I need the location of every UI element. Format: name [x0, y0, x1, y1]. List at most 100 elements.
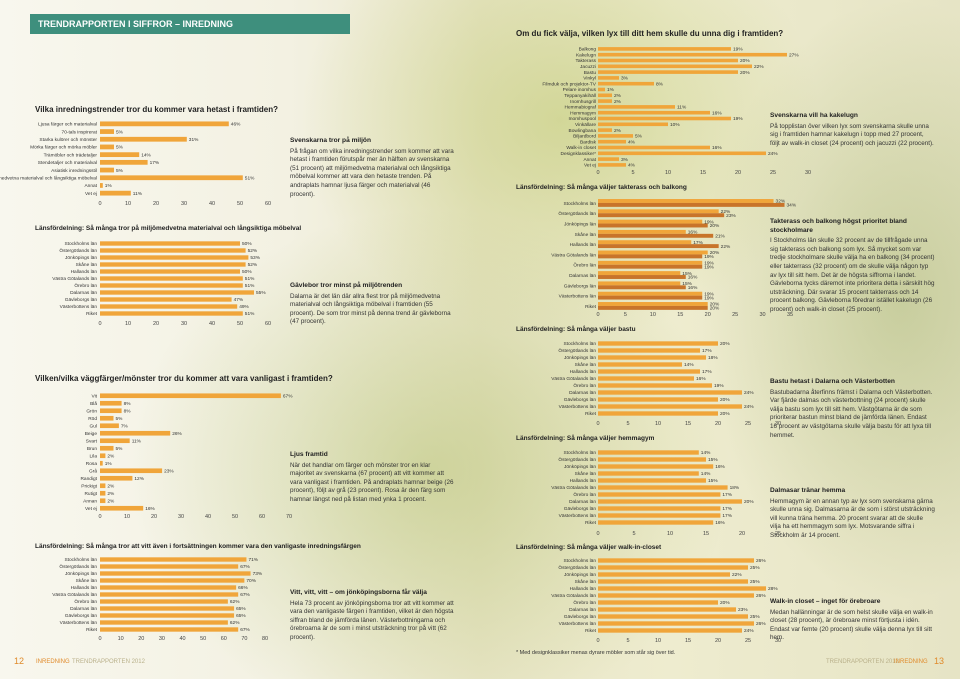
category-label: Ljusa färger och materialval: [38, 122, 97, 128]
x-tick-label: 5: [632, 531, 635, 537]
bar: [598, 492, 721, 497]
value-label: 16%: [715, 464, 725, 470]
article-heading: Gävlebor tror minst på miljötrenden: [290, 282, 403, 289]
value-label: 50%: [242, 269, 252, 275]
category-label: Inomhusgrill: [570, 99, 596, 105]
category-label: Mörka färger och mörka möbler: [30, 145, 97, 151]
category-label: Västra Götalands län: [551, 593, 596, 599]
value-label: 49%: [239, 304, 249, 310]
bar: [100, 152, 140, 158]
category-label: Bowlingbana: [569, 128, 597, 134]
value-label: 25%: [750, 565, 760, 571]
bar: [598, 295, 703, 300]
category-label: Dalarnas län: [70, 606, 97, 612]
x-tick-label: 5: [626, 421, 629, 427]
value-label: 8%: [124, 408, 132, 414]
value-label: 25%: [750, 614, 760, 620]
value-label: 4%: [628, 163, 636, 169]
value-label: 5%: [116, 446, 124, 452]
bar: [100, 144, 114, 150]
x-tick-label: 10: [665, 170, 671, 176]
value-label: 22%: [721, 244, 731, 250]
bar: [100, 297, 232, 302]
category-label: Vet ej: [85, 506, 97, 512]
x-tick-label: 40: [209, 201, 215, 207]
bar: [598, 264, 703, 269]
bar: [100, 423, 119, 429]
category-label: Stockholms län: [563, 201, 596, 207]
header-band: [30, 14, 350, 34]
bar: [598, 628, 742, 633]
x-tick-label: 10: [124, 514, 130, 520]
category-label: Annat: [583, 157, 596, 163]
bar: [598, 506, 721, 511]
category-label: 70-tals inspirerat: [62, 129, 98, 135]
bar: [100, 557, 247, 562]
value-label: 16%: [688, 285, 698, 291]
bar: [598, 128, 612, 132]
value-label: 66%: [238, 585, 248, 591]
category-label: Östergötlands län: [558, 210, 596, 217]
x-tick-label: 70: [241, 636, 247, 642]
bar: [598, 411, 718, 416]
category-label: Stockholms län: [64, 557, 97, 563]
value-label: 14%: [141, 152, 151, 158]
category-label: Örebro län: [573, 262, 596, 269]
category-label: Gävleborgs län: [564, 614, 597, 620]
value-label: 22%: [754, 64, 764, 70]
category-label: Balkong: [579, 47, 597, 53]
x-tick-label: 30: [760, 312, 766, 318]
value-label: 25%: [750, 579, 760, 585]
value-label: 8%: [124, 401, 132, 407]
bar: [100, 121, 229, 127]
value-label: 47%: [234, 297, 244, 303]
bar: [598, 471, 699, 476]
bar: [100, 415, 114, 421]
category-label: Västra Götalands län: [52, 276, 97, 282]
x-tick-label: 20: [705, 312, 711, 318]
category-label: Blå: [90, 400, 97, 407]
category-label: Örebro län: [573, 599, 596, 606]
value-label: 18%: [708, 355, 718, 361]
value-label: 15%: [708, 457, 718, 463]
category-label: Riket: [585, 304, 597, 310]
bar: [100, 585, 237, 590]
category-label: Skåne län: [575, 470, 597, 477]
bar: [598, 76, 619, 80]
footer-text: TRENDRAPPORTEN 2012: [72, 659, 146, 665]
value-label: 67%: [240, 564, 250, 570]
value-label: 1%: [607, 87, 615, 93]
x-tick-label: 15: [700, 170, 706, 176]
x-tick-label: 15: [677, 312, 683, 318]
value-label: 17%: [702, 369, 712, 375]
x-tick-label: 10: [125, 321, 131, 327]
value-label: 1%: [105, 461, 113, 467]
category-label: Jönköpings län: [65, 255, 97, 261]
bar: [100, 408, 122, 414]
bar: [598, 355, 706, 360]
x-tick-label: 10: [650, 312, 656, 318]
value-label: 17%: [150, 160, 160, 166]
value-label: 14%: [701, 471, 711, 477]
article-heading: Walk-in closet – inget för örebroare: [770, 598, 881, 605]
value-label: 5%: [116, 145, 124, 151]
x-tick-label: 30: [775, 421, 781, 427]
category-label: Västra Götalands län: [551, 376, 596, 382]
bar: [100, 290, 254, 295]
bar: [598, 52, 787, 57]
category-label: Walk-in closet: [566, 145, 596, 151]
bar: [598, 47, 731, 51]
x-tick-label: 0: [596, 312, 599, 318]
bar: [598, 116, 731, 121]
category-label: Riket: [585, 411, 597, 417]
bar: [598, 199, 774, 203]
category-label: Stockholms län: [563, 341, 596, 347]
value-label: 17%: [702, 348, 712, 354]
value-label: 23%: [726, 213, 736, 219]
article: Ljus framtid När det handlar om färger oc…: [290, 451, 455, 505]
article-body: När det handlar om färger och mönster tr…: [290, 461, 454, 503]
category-label: Brun: [87, 446, 97, 452]
value-label: 26%: [172, 431, 182, 437]
x-tick-label: 25: [745, 421, 751, 427]
value-label: 20%: [744, 499, 754, 505]
